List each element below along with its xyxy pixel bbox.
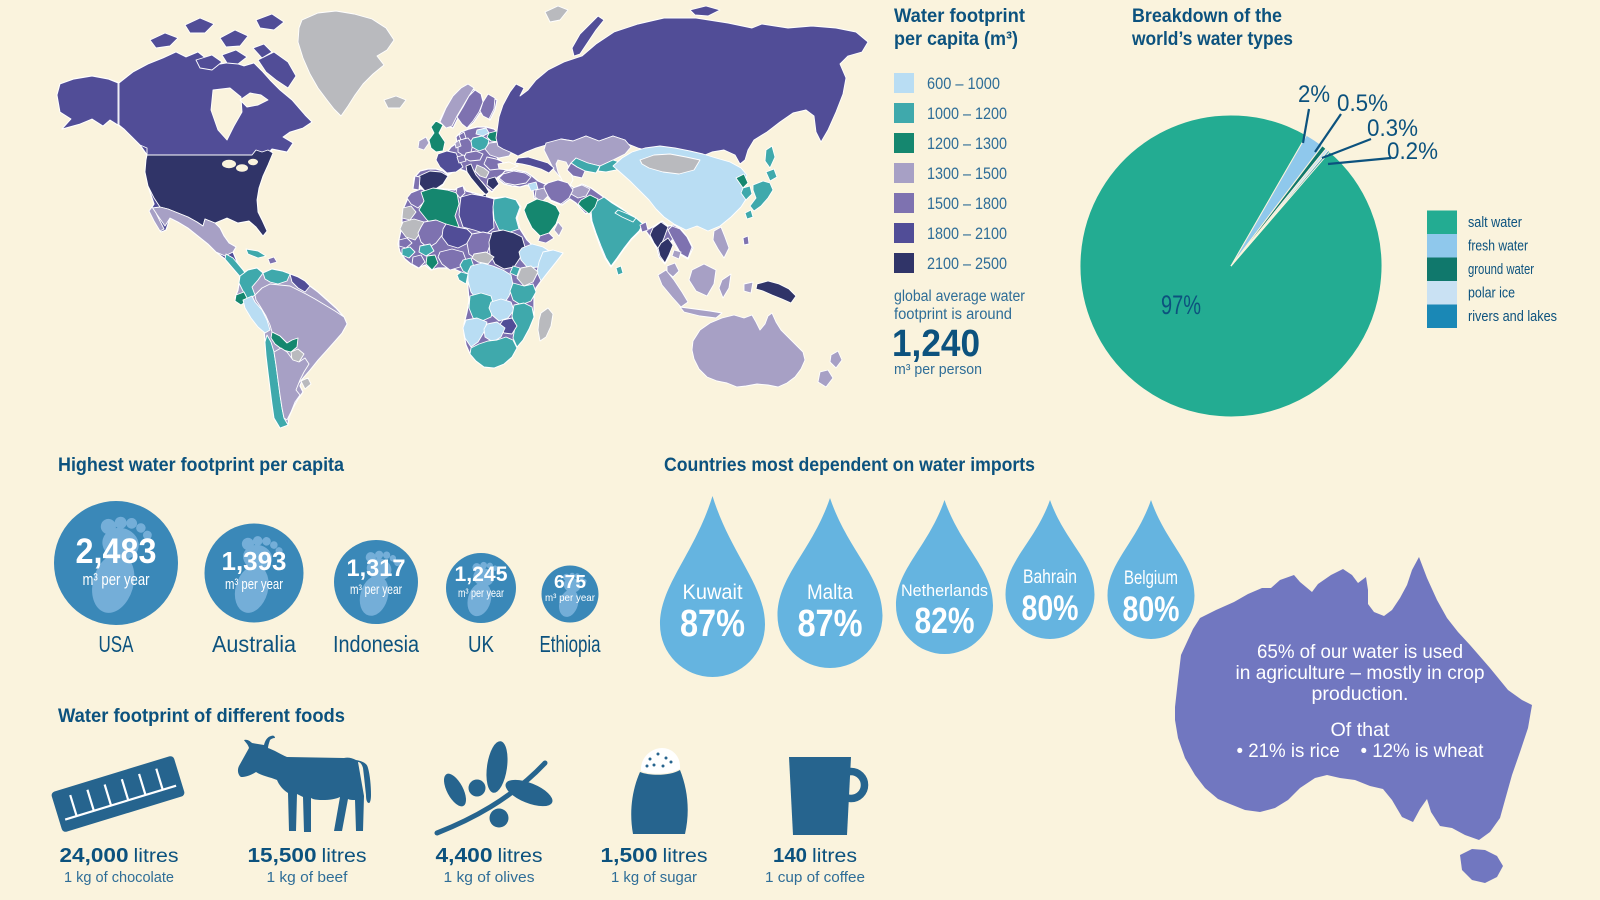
svg-text:Of that: Of that bbox=[1331, 719, 1391, 741]
svg-text:1000 – 1200: 1000 – 1200 bbox=[927, 104, 1007, 123]
svg-text:Belgium: Belgium bbox=[1124, 568, 1178, 589]
svg-text:in agriculture – mostly in cro: in agriculture – mostly in crop bbox=[1236, 662, 1485, 684]
svg-text:1 kg of sugar: 1 kg of sugar bbox=[611, 869, 697, 886]
svg-text:4,400: 4,400 bbox=[436, 845, 493, 867]
svg-text:Netherlands: Netherlands bbox=[901, 581, 988, 600]
svg-text:litres: litres bbox=[134, 846, 179, 867]
svg-text:0.2%: 0.2% bbox=[1387, 138, 1438, 165]
svg-text:600 – 1000: 600 – 1000 bbox=[927, 74, 1000, 93]
svg-text:1,245: 1,245 bbox=[455, 563, 508, 586]
svg-text:675: 675 bbox=[554, 572, 586, 592]
svg-text:1 kg of chocolate: 1 kg of chocolate bbox=[64, 869, 174, 886]
svg-text:87%: 87% bbox=[798, 603, 863, 645]
svg-text:litres: litres bbox=[663, 846, 708, 867]
svg-text:polar ice: polar ice bbox=[1468, 285, 1515, 302]
svg-text:80%: 80% bbox=[1022, 589, 1079, 628]
svg-text:1300 – 1500: 1300 – 1500 bbox=[927, 164, 1007, 183]
svg-text:Ethiopia: Ethiopia bbox=[540, 631, 601, 657]
svg-text:global average water: global average water bbox=[894, 288, 1025, 305]
svg-text:m³ per year: m³ per year bbox=[545, 592, 595, 604]
svg-text:• 21% is rice • 12% is whea: • 21% is rice • 12% is wheat bbox=[1237, 740, 1485, 762]
svg-text:140: 140 bbox=[773, 845, 807, 867]
svg-text:2100 – 2500: 2100 – 2500 bbox=[927, 254, 1007, 273]
svg-text:m³ per year: m³ per year bbox=[83, 571, 150, 589]
svg-text:rivers and lakes: rivers and lakes bbox=[1468, 308, 1557, 325]
svg-text:Indonesia: Indonesia bbox=[333, 631, 419, 657]
svg-text:Water footprint of different f: Water footprint of different foods bbox=[58, 705, 345, 727]
svg-text:1200 – 1300: 1200 – 1300 bbox=[927, 134, 1007, 153]
svg-text:Australia: Australia bbox=[212, 631, 296, 657]
svg-text:Breakdown of the: Breakdown of the bbox=[1132, 5, 1282, 27]
svg-text:87%: 87% bbox=[680, 603, 745, 645]
svg-text:1500 – 1800: 1500 – 1800 bbox=[927, 194, 1007, 213]
svg-text:Kuwait: Kuwait bbox=[683, 581, 743, 604]
svg-text:65% of our water is used: 65% of our water is used bbox=[1257, 641, 1463, 663]
svg-text:80%: 80% bbox=[1123, 590, 1180, 629]
svg-text:m³ per person: m³ per person bbox=[894, 362, 982, 378]
svg-text:footprint is around: footprint is around bbox=[894, 306, 1012, 323]
svg-text:1,500: 1,500 bbox=[601, 845, 658, 867]
svg-text:ground water: ground water bbox=[1468, 261, 1534, 278]
svg-text:production.: production. bbox=[1312, 683, 1409, 705]
svg-text:2%: 2% bbox=[1298, 81, 1330, 108]
svg-text:82%: 82% bbox=[915, 600, 975, 641]
svg-text:litres: litres bbox=[498, 846, 543, 867]
svg-text:1 kg of beef: 1 kg of beef bbox=[267, 869, 349, 886]
svg-text:USA: USA bbox=[99, 631, 134, 657]
svg-text:1800 – 2100: 1800 – 2100 bbox=[927, 224, 1007, 243]
svg-text:Highest water footprint per ca: Highest water footprint per capita bbox=[58, 454, 344, 476]
svg-text:world’s water types: world’s water types bbox=[1131, 28, 1293, 50]
svg-text:fresh water: fresh water bbox=[1468, 238, 1528, 255]
svg-text:UK: UK bbox=[468, 631, 495, 657]
svg-text:2,483: 2,483 bbox=[76, 532, 157, 571]
svg-text:litres: litres bbox=[812, 846, 857, 867]
svg-text:1 cup of coffee: 1 cup of coffee bbox=[765, 869, 865, 886]
svg-text:m³ per year: m³ per year bbox=[458, 586, 504, 600]
svg-text:m³ per year: m³ per year bbox=[225, 576, 283, 593]
svg-text:1,317: 1,317 bbox=[347, 555, 406, 582]
svg-text:0.3%: 0.3% bbox=[1367, 115, 1418, 142]
svg-text:Countries most dependent on wa: Countries most dependent on water import… bbox=[664, 454, 1035, 476]
svg-text:1,240: 1,240 bbox=[892, 323, 980, 365]
svg-text:per capita (m³): per capita (m³) bbox=[894, 28, 1018, 50]
svg-text:0.5%: 0.5% bbox=[1337, 90, 1388, 117]
svg-text:1 kg of olives: 1 kg of olives bbox=[444, 869, 535, 886]
svg-text:Water footprint: Water footprint bbox=[894, 5, 1025, 27]
svg-text:15,500: 15,500 bbox=[248, 845, 317, 867]
svg-text:1,393: 1,393 bbox=[222, 546, 287, 576]
svg-text:Bahrain: Bahrain bbox=[1023, 567, 1077, 588]
svg-text:litres: litres bbox=[322, 846, 367, 867]
svg-text:m³ per year: m³ per year bbox=[350, 582, 402, 597]
svg-text:salt water: salt water bbox=[1468, 214, 1522, 231]
svg-text:24,000: 24,000 bbox=[60, 845, 129, 867]
svg-text:Malta: Malta bbox=[807, 581, 853, 604]
svg-text:97%: 97% bbox=[1161, 290, 1201, 320]
